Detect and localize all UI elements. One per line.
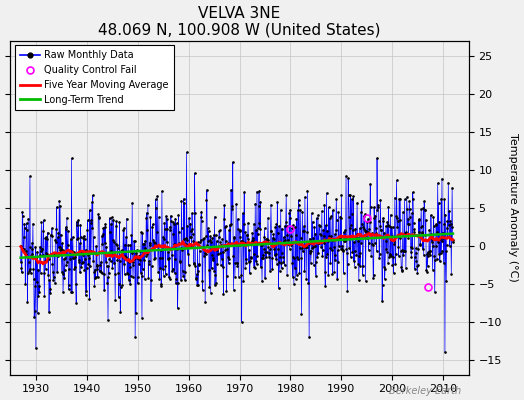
Legend: Raw Monthly Data, Quality Control Fail, Five Year Moving Average, Long-Term Tren: Raw Monthly Data, Quality Control Fail, …	[15, 45, 174, 110]
Y-axis label: Temperature Anomaly (°C): Temperature Anomaly (°C)	[508, 133, 518, 282]
Title: VELVA 3NE
48.069 N, 100.908 W (United States): VELVA 3NE 48.069 N, 100.908 W (United St…	[99, 6, 381, 38]
Text: Berkeley Earth: Berkeley Earth	[389, 386, 461, 396]
